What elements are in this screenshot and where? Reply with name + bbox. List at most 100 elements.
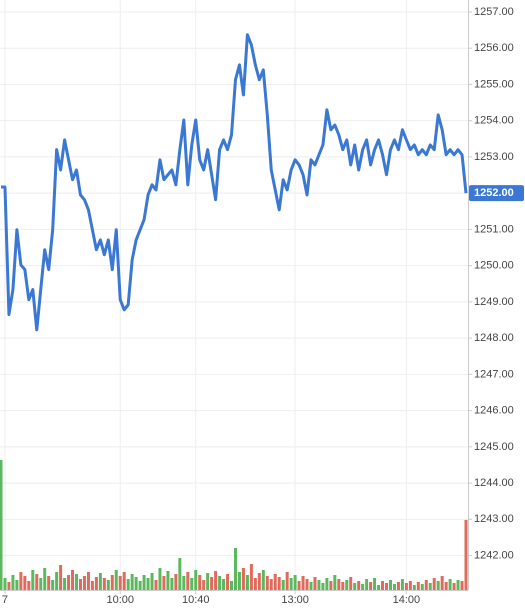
volume-bar: [0, 460, 3, 590]
volume-bar: [245, 575, 249, 590]
volume-bar: [285, 572, 289, 590]
volume-bar: [222, 579, 226, 590]
volume-bar: [86, 572, 90, 590]
volume-bar: [198, 575, 202, 590]
volume-bar: [71, 570, 75, 590]
volume-bar: [142, 575, 146, 590]
volume-bar: [170, 578, 174, 590]
volume-bar: [190, 578, 194, 590]
volume-bar: [273, 574, 277, 590]
volume-bar: [150, 573, 154, 590]
volume-bar: [373, 578, 377, 590]
volume-bar: [341, 582, 345, 590]
y-tick-label: 1250.00: [474, 260, 514, 272]
y-tick-label: 1249.00: [474, 296, 514, 308]
volume-bar: [122, 572, 126, 590]
volume-bar: [337, 579, 341, 590]
volume-bar: [15, 580, 19, 590]
volume-bar: [178, 558, 182, 590]
x-tick-label: 10:00: [106, 594, 134, 606]
volume-bar: [134, 577, 138, 590]
volume-bar: [365, 579, 369, 590]
volume-bar: [39, 578, 43, 590]
volume-bar: [400, 579, 404, 590]
volume-bar: [27, 581, 31, 590]
volume-bar: [3, 578, 7, 590]
x-tick-label: 14:00: [393, 594, 421, 606]
volume-bar: [126, 579, 130, 590]
volume-bar: [357, 581, 361, 590]
volume-bar: [297, 581, 301, 590]
volume-bar: [464, 520, 468, 590]
volume-bar: [106, 580, 110, 590]
x-tick-label: 13:00: [281, 594, 309, 606]
volume-bar: [333, 575, 337, 590]
volume-bar: [35, 574, 39, 590]
volume-bar: [321, 583, 325, 590]
volume-bar: [186, 572, 190, 590]
volume-bar: [63, 578, 67, 590]
y-tick-label: 1246.00: [474, 405, 514, 417]
volume-bar: [428, 583, 432, 590]
volume-bar: [23, 576, 27, 590]
volume-bar: [261, 570, 265, 590]
y-tick-label: 1243.00: [474, 513, 514, 525]
last-price-label: 1252.00: [474, 187, 514, 199]
volume-bar: [78, 579, 82, 590]
volume-bar: [385, 583, 389, 590]
x-tick-label: 7: [2, 594, 8, 606]
y-tick-label: 1255.00: [474, 78, 514, 90]
volume-bar: [55, 572, 59, 590]
volume-bar: [420, 584, 424, 590]
volume-bar: [361, 584, 365, 590]
volume-bar: [47, 576, 51, 590]
y-tick-label: 1242.00: [474, 549, 514, 561]
volume-bar: [241, 568, 245, 590]
volume-bar: [94, 577, 98, 590]
volume-bar: [210, 577, 214, 590]
volume-bar: [253, 578, 257, 590]
volume-bar: [277, 577, 281, 590]
volume-bar: [456, 580, 460, 590]
volume-bar: [293, 575, 297, 590]
y-tick-label: 1248.00: [474, 332, 514, 344]
volume-bar: [452, 583, 456, 590]
volume-bar: [281, 580, 285, 590]
volume-bar: [110, 575, 114, 590]
volume-bar: [416, 582, 420, 590]
y-tick-label: 1256.00: [474, 42, 514, 54]
volume-bar: [329, 581, 333, 590]
volume-bar: [138, 581, 142, 590]
volume-bar: [82, 576, 86, 590]
volume-bar: [158, 568, 162, 590]
volume-bar: [412, 585, 416, 590]
volume-bar: [460, 581, 464, 590]
volume-bar: [404, 583, 408, 590]
volume-bar: [432, 578, 436, 590]
volume-bar: [43, 568, 47, 590]
volume-bar: [269, 579, 273, 590]
volume-bar: [162, 576, 166, 590]
volume-bar: [377, 585, 381, 590]
volume-bar: [75, 574, 79, 590]
volume-bar: [392, 584, 396, 590]
volume-bar: [226, 574, 230, 590]
volume-bar: [98, 573, 102, 590]
volume-bar: [102, 578, 106, 590]
volume-bar: [214, 571, 218, 590]
volume-bar: [51, 580, 55, 590]
y-tick-label: 1247.00: [474, 368, 514, 380]
volume-bar: [114, 570, 118, 590]
volume-bar: [448, 579, 452, 590]
volume-bar: [118, 576, 122, 590]
last-price-box: [469, 185, 524, 202]
volume-bar: [194, 570, 198, 590]
volume-bar: [154, 580, 158, 590]
volume-bar: [218, 576, 222, 590]
y-tick-label: 1254.00: [474, 115, 514, 127]
volume-bar: [289, 578, 293, 590]
volume-bar: [249, 564, 253, 590]
x-tick-label: 10:40: [182, 594, 210, 606]
volume-bar: [19, 572, 23, 590]
